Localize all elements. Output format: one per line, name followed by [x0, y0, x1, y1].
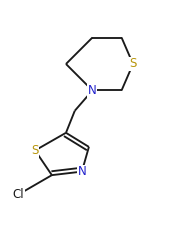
Text: Cl: Cl [13, 188, 24, 201]
Text: S: S [31, 144, 39, 157]
Text: N: N [77, 165, 86, 178]
Text: S: S [129, 57, 137, 70]
Text: N: N [88, 84, 97, 97]
